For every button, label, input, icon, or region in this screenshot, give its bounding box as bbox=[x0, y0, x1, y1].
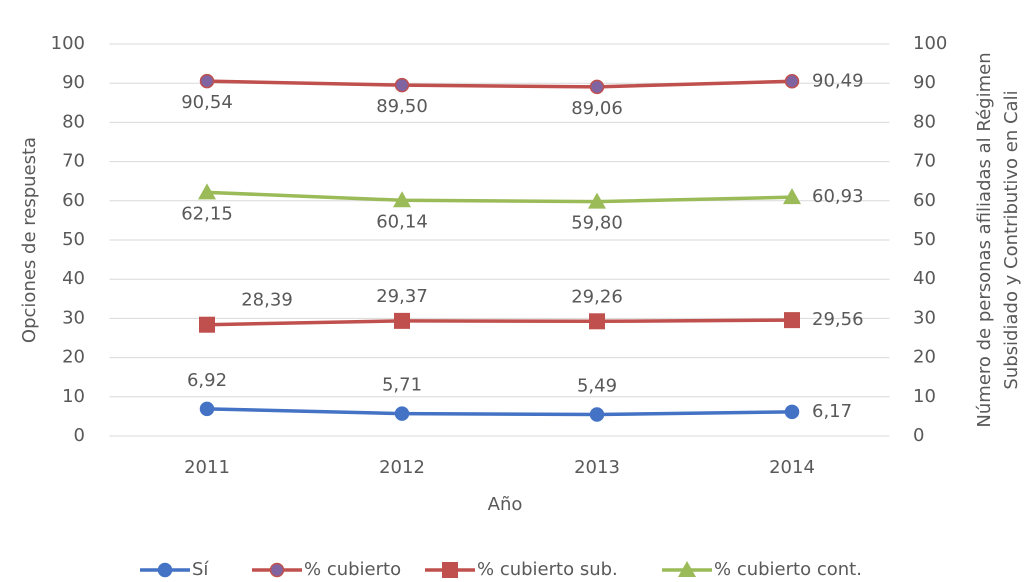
y2-tick-label: 60 bbox=[913, 190, 936, 211]
series-line bbox=[206, 190, 793, 204]
y-tick-label: 10 bbox=[62, 386, 85, 407]
point bbox=[394, 77, 410, 93]
x-tick-label: 2012 bbox=[379, 457, 425, 478]
x-tick-label: 2014 bbox=[769, 457, 815, 478]
data-label: 90,54 bbox=[181, 92, 233, 113]
legend-label: Sí bbox=[192, 559, 209, 580]
data-label: 90,49 bbox=[812, 70, 864, 91]
legend-label: % cubierto sub. bbox=[477, 559, 618, 580]
data-label: 60,14 bbox=[376, 211, 428, 232]
point bbox=[783, 188, 801, 205]
data-label: 29,37 bbox=[376, 286, 428, 307]
data-label: 89,50 bbox=[376, 96, 428, 117]
legend-label: % cubierto cont. bbox=[714, 559, 862, 580]
point bbox=[394, 312, 410, 329]
y2-axis-title: Subsidiado y Contributivo en Cali bbox=[1001, 90, 1022, 389]
data-label: 89,06 bbox=[571, 98, 623, 119]
y2-tick-label: 90 bbox=[913, 72, 936, 93]
legend-marker bbox=[442, 562, 458, 578]
y2-tick-label: 10 bbox=[913, 386, 936, 407]
data-label: 5,71 bbox=[382, 375, 422, 396]
y-tick-label: 0 bbox=[74, 425, 85, 446]
data-label: 5,49 bbox=[577, 375, 617, 396]
point bbox=[588, 192, 606, 209]
point bbox=[199, 316, 215, 333]
x-tick-label: 2011 bbox=[184, 457, 230, 478]
y-tick-label: 50 bbox=[62, 229, 85, 250]
point bbox=[784, 404, 800, 420]
data-label: 6,92 bbox=[187, 370, 227, 391]
y2-tick-label: 100 bbox=[913, 33, 947, 54]
data-label: 29,56 bbox=[812, 309, 864, 330]
legend-label: % cubierto bbox=[304, 559, 401, 580]
data-label: 6,17 bbox=[812, 401, 852, 422]
data-label: 59,80 bbox=[571, 213, 623, 234]
y-tick-label: 60 bbox=[62, 190, 85, 211]
legend-marker bbox=[678, 561, 696, 577]
y2-tick-label: 50 bbox=[913, 229, 936, 250]
y-tick-label: 40 bbox=[62, 268, 85, 289]
y2-tick-label: 80 bbox=[913, 111, 936, 132]
point bbox=[393, 191, 411, 208]
point bbox=[394, 406, 410, 421]
y2-tick-label: 70 bbox=[913, 151, 936, 172]
y-axis-title: Opciones de respuesta bbox=[19, 137, 40, 343]
point bbox=[784, 74, 800, 89]
point bbox=[589, 313, 605, 330]
y2-tick-label: 0 bbox=[913, 425, 924, 446]
data-label: 28,39 bbox=[241, 290, 293, 311]
y-tick-label: 80 bbox=[62, 111, 85, 132]
point bbox=[199, 401, 215, 417]
y-tick-label: 100 bbox=[51, 33, 85, 54]
series-line bbox=[206, 79, 793, 89]
legend-marker bbox=[157, 562, 173, 578]
y2-axis-title: Número de personas afiliadas al Régimen bbox=[974, 52, 995, 427]
y2-tick-label: 30 bbox=[913, 307, 936, 328]
point bbox=[198, 183, 216, 200]
data-label: 62,15 bbox=[181, 203, 233, 224]
series-line bbox=[206, 407, 793, 417]
y-tick-label: 90 bbox=[62, 72, 85, 93]
x-tick-label: 2013 bbox=[574, 457, 620, 478]
x-axis-title: Año bbox=[488, 494, 523, 515]
y-tick-label: 30 bbox=[62, 307, 85, 328]
data-label: 60,93 bbox=[812, 186, 864, 207]
data-label: 29,26 bbox=[571, 286, 623, 307]
y2-tick-label: 20 bbox=[913, 347, 936, 368]
y-tick-label: 20 bbox=[62, 347, 85, 368]
y2-tick-label: 40 bbox=[913, 268, 936, 289]
point bbox=[589, 79, 605, 95]
point bbox=[199, 73, 215, 89]
legend-marker bbox=[269, 562, 285, 578]
series-line bbox=[206, 318, 793, 327]
point bbox=[784, 312, 800, 329]
point bbox=[589, 407, 605, 422]
y-tick-label: 70 bbox=[62, 151, 85, 172]
